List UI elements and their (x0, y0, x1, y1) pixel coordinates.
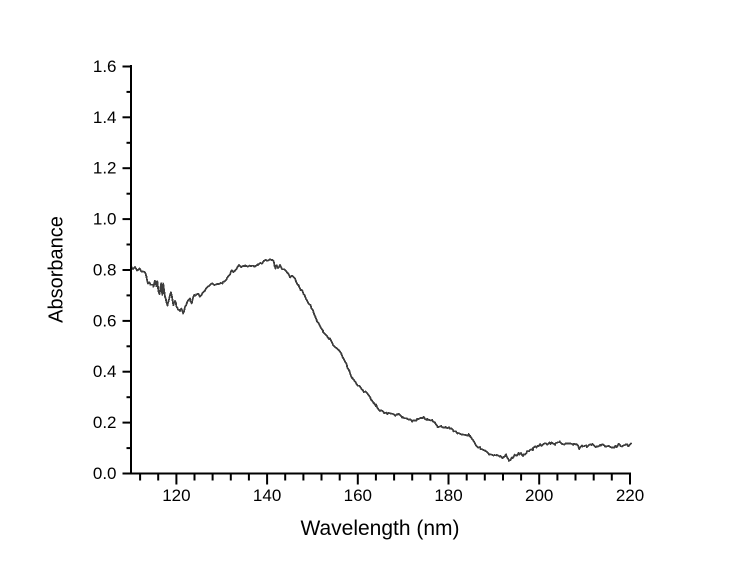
svg-text:220: 220 (616, 486, 644, 505)
svg-text:180: 180 (434, 486, 462, 505)
svg-text:1.6: 1.6 (93, 57, 117, 76)
svg-text:Absorbance: Absorbance (46, 216, 68, 323)
svg-text:0.8: 0.8 (93, 261, 117, 280)
svg-text:1.4: 1.4 (93, 108, 117, 127)
svg-text:200: 200 (525, 486, 553, 505)
svg-text:1.2: 1.2 (93, 159, 117, 178)
svg-text:Wavelength (nm): Wavelength (nm) (300, 517, 459, 540)
svg-text:0.6: 0.6 (93, 311, 117, 330)
svg-text:0.0: 0.0 (93, 464, 117, 483)
svg-text:0.2: 0.2 (93, 413, 117, 432)
svg-text:0.4: 0.4 (93, 362, 117, 381)
svg-text:160: 160 (344, 486, 372, 505)
svg-text:140: 140 (253, 486, 281, 505)
svg-text:120: 120 (162, 486, 190, 505)
svg-text:1.0: 1.0 (93, 210, 117, 229)
